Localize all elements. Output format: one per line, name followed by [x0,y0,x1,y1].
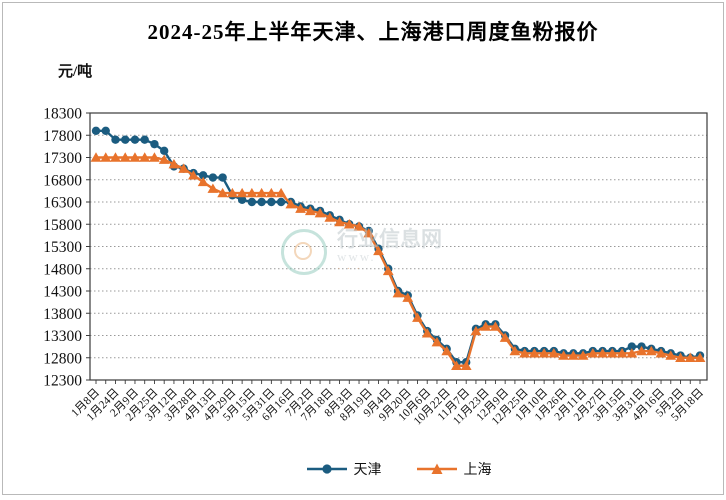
legend-label-tianjin: 天津 [353,463,382,478]
legend-label-shanghai: 上海 [463,463,492,478]
svg-text:14800: 14800 [43,261,82,278]
svg-text:18300: 18300 [43,106,82,123]
shanghai-line-triangle-icon [416,463,457,474]
chart-legend: 天津 上海 [90,457,707,481]
legend-item-shanghai: 上海 [416,459,492,479]
svg-text:17800: 17800 [43,128,82,145]
svg-text:13800: 13800 [43,306,82,323]
svg-text:13300: 13300 [43,328,82,345]
svg-text:15300: 15300 [43,239,82,256]
svg-text:12300: 12300 [43,373,82,390]
svg-text:15800: 15800 [43,217,82,234]
svg-text:14300: 14300 [43,284,82,301]
y-axis-unit-label: 元/吨 [58,64,93,80]
svg-text:16300: 16300 [43,195,82,212]
svg-text:17300: 17300 [43,150,82,167]
legend-item-tianjin: 天津 [306,459,382,479]
tianjin-line-circle-icon [306,464,347,474]
chart-title: 2024-25年上半年天津、上海港口周度鱼粉报价 [147,20,599,44]
svg-text:12800: 12800 [43,350,82,367]
svg-text:16800: 16800 [43,172,82,189]
